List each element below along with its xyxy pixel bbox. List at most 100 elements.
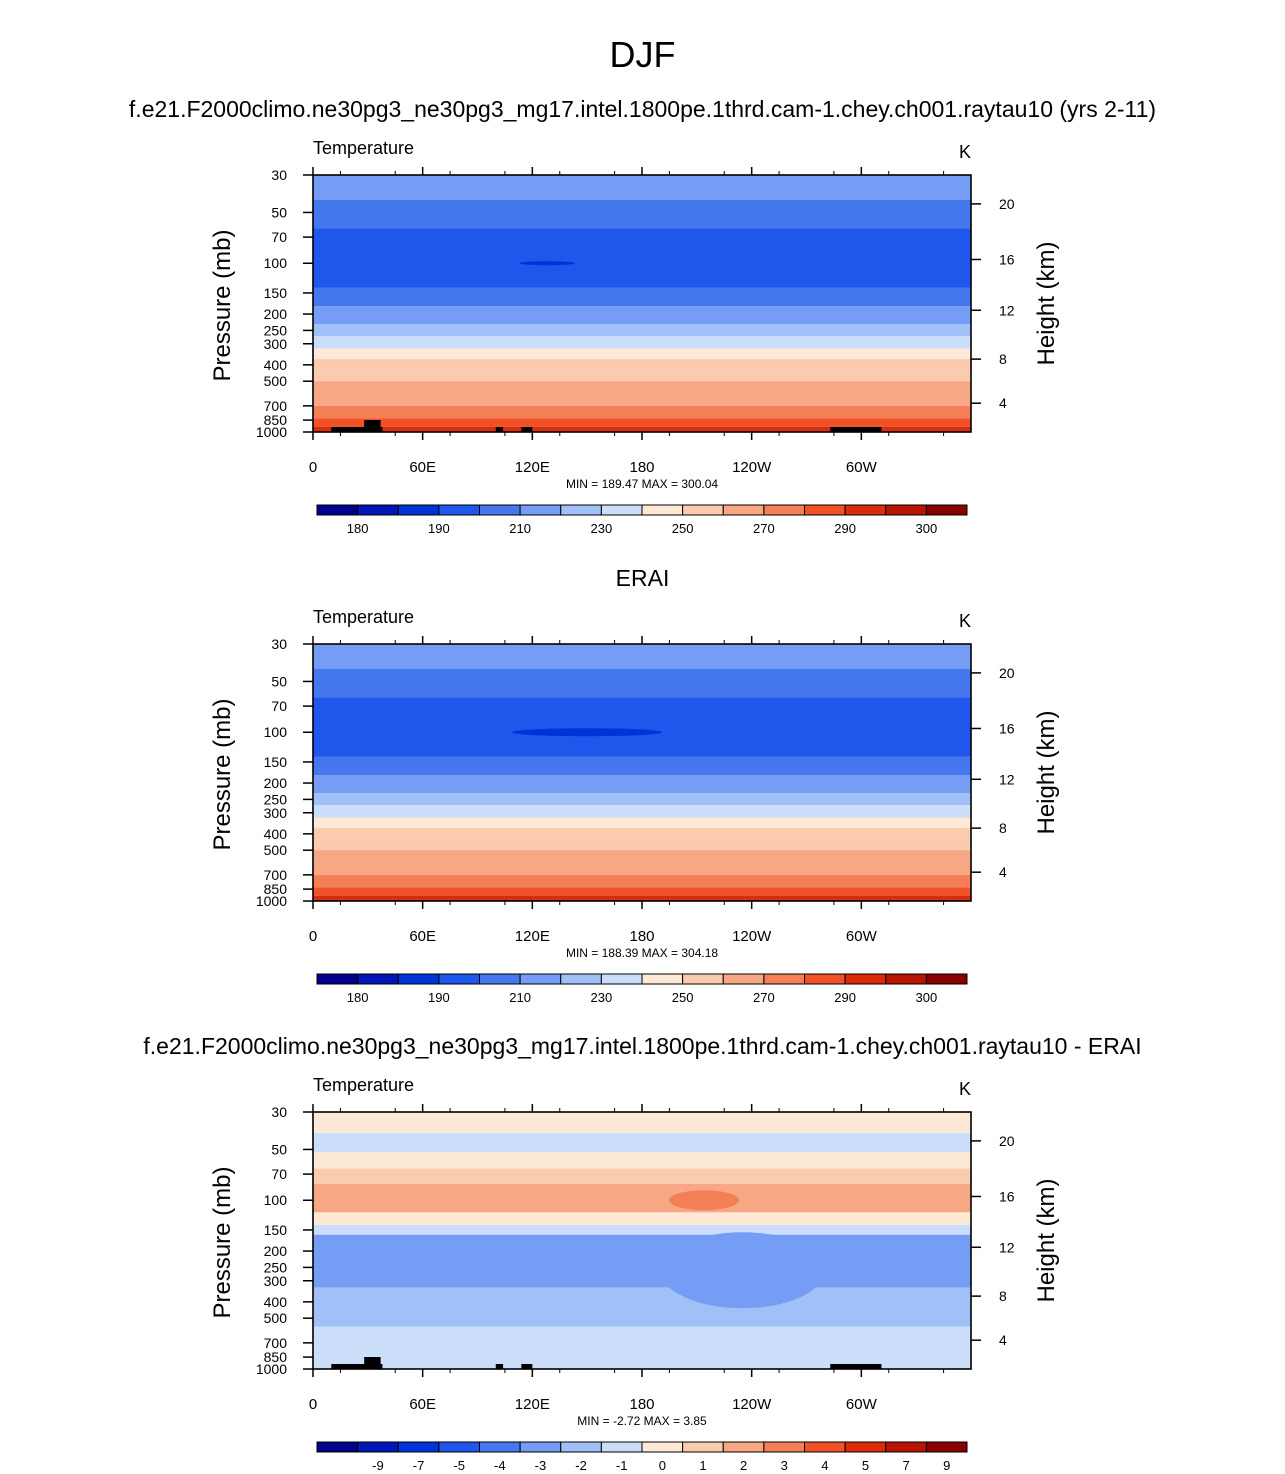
y-right-tick-label: 16 [999, 720, 1015, 736]
x-tick-label: 0 [309, 1396, 317, 1413]
contour-band [313, 418, 971, 427]
x-tick-label: 60E [409, 459, 436, 476]
units-label: K [959, 1079, 971, 1099]
y-tick-label: 200 [264, 306, 288, 322]
contour-band [512, 728, 663, 737]
units-label: K [959, 142, 971, 162]
y-tick-label: 50 [271, 204, 287, 220]
colorbar-cell [438, 504, 480, 516]
colorbar-cell [682, 973, 724, 985]
contour-band [313, 306, 971, 325]
colorbar-cell [479, 504, 521, 516]
contour-band [313, 228, 971, 288]
panel-1-title: f.e21.F2000climo.ne30pg3_ne30pg3_mg17.in… [128, 96, 1157, 122]
colorbar-cell [357, 1441, 399, 1453]
x-tick-label: 120W [732, 459, 772, 476]
colorbar-cell [722, 973, 765, 985]
contour-band [313, 370, 971, 382]
contour-band [313, 668, 971, 698]
topography-mask [364, 420, 381, 432]
colorbar-label: -1 [616, 1458, 628, 1473]
colorbar-cell [560, 504, 602, 516]
contour-band [313, 817, 971, 829]
variable-label: Temperature [313, 607, 414, 627]
contour-band [313, 895, 971, 900]
colorbar-cell [479, 1441, 521, 1453]
topography-mask [331, 1364, 383, 1369]
colorbar-label: 300 [916, 990, 938, 1005]
colorbar-cell [438, 1441, 480, 1453]
y-tick-label: 500 [264, 373, 288, 389]
contour-band [313, 775, 971, 794]
contour-band [313, 405, 971, 419]
contour-band [518, 261, 575, 266]
y-tick-label: 500 [264, 1310, 288, 1326]
colorbar-cell [885, 504, 927, 516]
colorbar-cell [316, 504, 359, 516]
colorbar-label: 210 [509, 990, 531, 1005]
topography-mask [495, 427, 504, 432]
y-right-axis-label: Height (km) [1033, 710, 1060, 834]
min-max-stats: MIN = 188.39 MAX = 304.18 [566, 946, 718, 960]
y-tick-label: 850 [264, 1349, 288, 1365]
colorbar-cell [560, 1441, 602, 1453]
x-tick-label: 0 [309, 459, 317, 476]
contour-band [313, 175, 971, 200]
contour-band [313, 887, 971, 896]
y-axis-label: Pressure (mb) [209, 229, 236, 381]
colorbar-label: 270 [753, 521, 775, 536]
colorbar-cell [844, 973, 887, 985]
colorbar-cell [844, 504, 887, 516]
y-tick-label: 50 [271, 1141, 287, 1157]
colorbar-cell [885, 1441, 927, 1453]
y-right-axis-label: Height (km) [1033, 1178, 1060, 1302]
x-tick-label: 60W [846, 459, 878, 476]
topography-mask [495, 1364, 504, 1369]
y-tick-label: 400 [264, 357, 288, 373]
colorbar-label: 180 [347, 521, 369, 536]
colorbar-cell [316, 973, 359, 985]
y-tick-label: 100 [264, 255, 288, 271]
y-tick-label: 150 [264, 754, 288, 770]
contour-band [313, 1168, 971, 1184]
variable-label: Temperature [313, 1075, 414, 1095]
y-tick-label: 250 [264, 791, 288, 807]
contour-band [313, 1326, 971, 1356]
variable-label: Temperature [313, 138, 414, 158]
panel-3 [303, 1104, 981, 1453]
y-axis-label: Pressure (mb) [209, 1166, 236, 1318]
colorbar-label: 1 [699, 1458, 706, 1473]
colorbar-cell [722, 1441, 765, 1453]
colorbar-cell [641, 504, 684, 516]
colorbar-label: -5 [453, 1458, 465, 1473]
colorbar-label: 5 [862, 1458, 869, 1473]
y-right-tick-label: 8 [999, 1288, 1007, 1304]
x-tick-label: 60E [409, 928, 436, 945]
figure-title: DJF [609, 34, 676, 75]
y-right-tick-label: 4 [999, 864, 1007, 880]
colorbar-cell [519, 1441, 562, 1453]
colorbar-cell [925, 1441, 968, 1453]
y-right-tick-label: 4 [999, 1332, 1007, 1348]
x-tick-label: 60W [846, 1396, 878, 1413]
colorbar-cell [682, 1441, 724, 1453]
x-tick-label: 120W [732, 928, 772, 945]
x-tick-label: 180 [629, 928, 654, 945]
colorbar-cell [804, 973, 846, 985]
y-tick-label: 250 [264, 322, 288, 338]
panel-2-title: ERAI [615, 565, 670, 591]
colorbar-cell [804, 504, 846, 516]
y-right-tick-label: 12 [999, 771, 1015, 787]
x-tick-label: 120E [515, 1396, 550, 1413]
colorbar-label: 230 [591, 990, 613, 1005]
y-tick-label: 100 [264, 724, 288, 740]
x-tick-label: 120E [515, 459, 550, 476]
colorbar-cell [600, 1441, 643, 1453]
contour-band [313, 850, 971, 864]
colorbar-label: 190 [428, 521, 450, 536]
y-tick-label: 100 [264, 1192, 288, 1208]
colorbar-label: 3 [781, 1458, 788, 1473]
colorbar-label: -2 [575, 1458, 587, 1473]
colorbar-cell [397, 504, 440, 516]
